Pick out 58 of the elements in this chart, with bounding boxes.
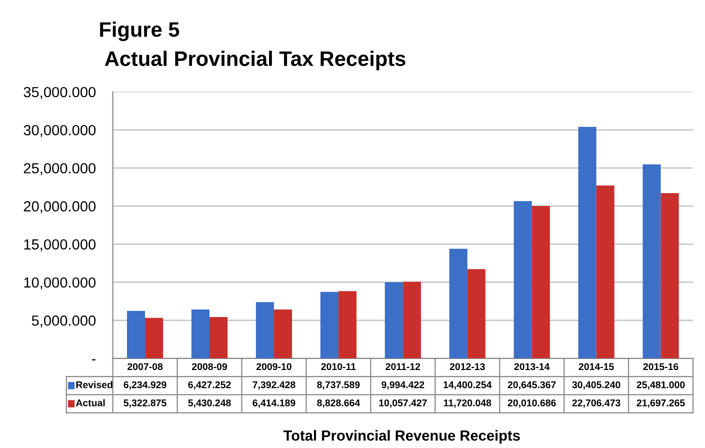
bar [126, 310, 146, 358]
bar [467, 269, 486, 358]
y-tick-label: 25,000.000 [24, 163, 96, 176]
legend-label: Revised [76, 381, 112, 388]
bar [210, 317, 228, 358]
bar [145, 318, 164, 358]
data-label: 14,400.254 [444, 381, 492, 390]
bar [449, 248, 468, 358]
x-tick-label: 2012-13 [450, 363, 485, 370]
data-label: 5,322.875 [124, 399, 166, 408]
y-tick-label: 15,000.000 [24, 239, 96, 252]
data-label: 6,234.929 [124, 381, 166, 390]
data-label: 20,645.367 [508, 381, 556, 390]
x-tick-label: 2010-11 [321, 363, 356, 370]
bar [274, 310, 292, 358]
bar [642, 164, 661, 358]
data-label: 7,392.428 [252, 381, 296, 390]
bar [514, 201, 532, 358]
bar [384, 282, 403, 358]
bar [596, 185, 614, 358]
y-tick-label: 20,000.000 [24, 201, 96, 214]
x-tick-label: 2007-08 [128, 363, 163, 370]
data-label: 9,994.422 [382, 381, 424, 390]
bar [660, 193, 679, 358]
data-label: 5,430.248 [188, 399, 231, 408]
bar [338, 291, 356, 358]
data-label: 25,481.000 [636, 381, 685, 390]
y-tick-label: 30,000.000 [24, 125, 96, 138]
data-label: 10,057.427 [379, 399, 427, 408]
bar [320, 292, 338, 358]
x-axis-title: Total Provincial Revenue Receipts [283, 430, 520, 444]
x-tick-label: 2013-14 [514, 363, 550, 370]
chart-title: Figure 5 [100, 22, 180, 42]
data-label: 8,737.589 [317, 381, 360, 390]
bar [578, 126, 596, 358]
chart-subtitle: Actual Provincial Tax Receipts [104, 50, 406, 70]
y-tick-label: 5,000.000 [32, 315, 96, 328]
data-label: 6,427.252 [188, 381, 231, 390]
y-tick-label: 35,000.000 [24, 86, 96, 99]
bar [532, 206, 550, 358]
x-tick-label: 2008-09 [192, 363, 227, 370]
bar [191, 309, 210, 358]
data-label: 20,010.686 [508, 399, 556, 408]
x-tick-label: 2015-16 [643, 363, 678, 370]
data-label: 21,697.265 [636, 399, 685, 408]
bar [402, 282, 421, 358]
y-tick-label: 10,000.000 [24, 277, 96, 290]
x-tick-label: 2011-12 [386, 363, 420, 370]
legend-label: Actual [76, 399, 105, 406]
x-tick-label: 2014-15 [578, 363, 614, 370]
data-label: 22,706.473 [572, 399, 620, 408]
data-label: 8,828.664 [317, 399, 360, 408]
data-label: 6,414.189 [252, 399, 296, 408]
data-label: 30,405.240 [572, 381, 620, 390]
bar [256, 302, 274, 358]
x-tick-label: 2009-10 [256, 363, 292, 370]
y-tick-label: - [92, 359, 96, 360]
data-label: 11,720.048 [444, 399, 492, 408]
